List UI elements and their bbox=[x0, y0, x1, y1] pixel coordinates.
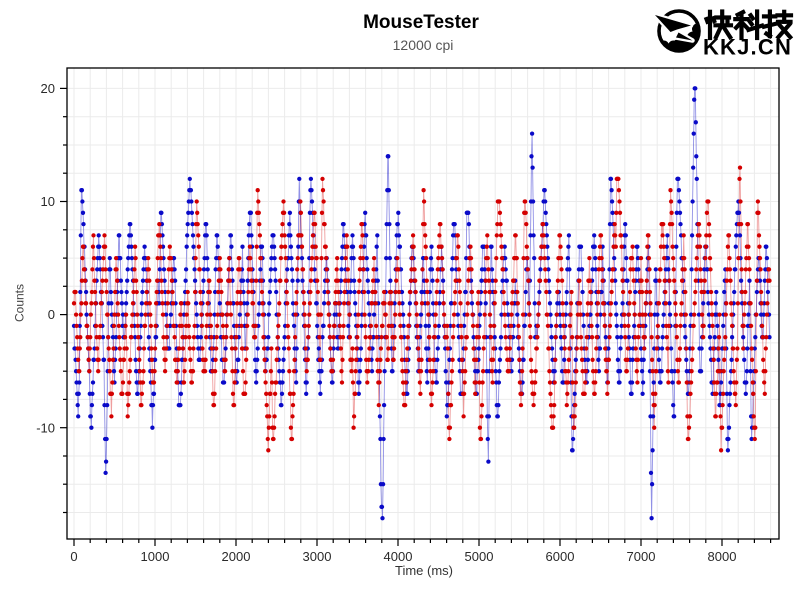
svg-text:3000: 3000 bbox=[303, 549, 332, 564]
svg-text:2000: 2000 bbox=[222, 549, 251, 564]
svg-text:-10: -10 bbox=[36, 420, 55, 435]
svg-text:12000 cpi: 12000 cpi bbox=[393, 37, 454, 53]
svg-text:0: 0 bbox=[48, 307, 55, 322]
svg-text:10: 10 bbox=[41, 194, 55, 209]
svg-text:0: 0 bbox=[70, 549, 77, 564]
svg-text:20: 20 bbox=[41, 81, 55, 96]
svg-text:1000: 1000 bbox=[141, 549, 170, 564]
svg-text:7000: 7000 bbox=[627, 549, 656, 564]
svg-text:Time (ms): Time (ms) bbox=[395, 563, 453, 578]
svg-text:Counts: Counts bbox=[13, 284, 27, 322]
svg-text:KKJ.CN: KKJ.CN bbox=[703, 35, 792, 60]
svg-text:5000: 5000 bbox=[465, 549, 494, 564]
svg-text:6000: 6000 bbox=[546, 549, 575, 564]
svg-text:4000: 4000 bbox=[384, 549, 413, 564]
svg-text:MouseTester: MouseTester bbox=[363, 12, 479, 33]
svg-text:8000: 8000 bbox=[708, 549, 737, 564]
